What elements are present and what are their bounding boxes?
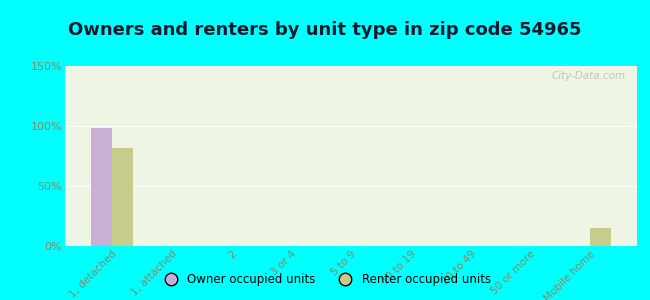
- Text: Owners and renters by unit type in zip code 54965: Owners and renters by unit type in zip c…: [68, 21, 582, 39]
- Bar: [112, 148, 133, 246]
- Bar: [91, 128, 112, 246]
- Legend: Owner occupied units, Renter occupied units: Owner occupied units, Renter occupied un…: [154, 269, 496, 291]
- Text: City-Data.com: City-Data.com: [551, 71, 625, 81]
- Bar: [590, 228, 611, 246]
